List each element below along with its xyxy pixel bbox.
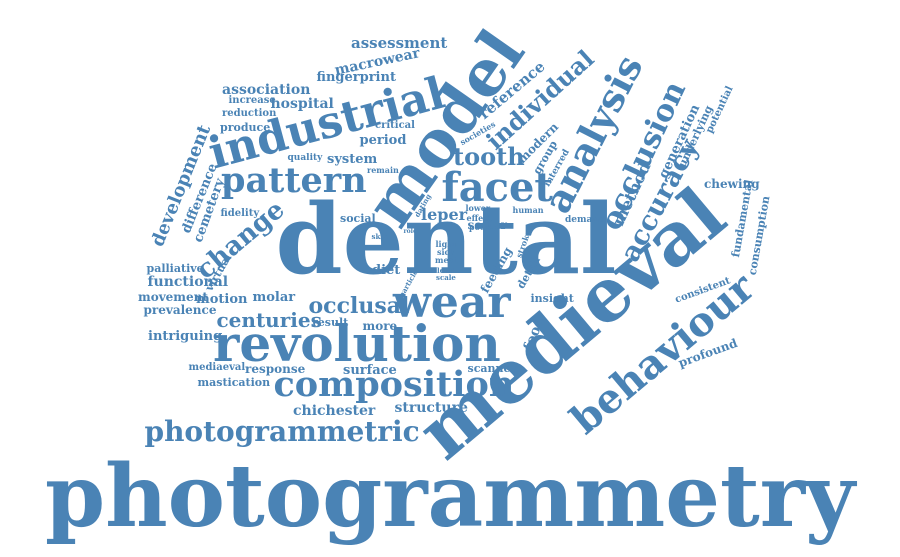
cloud-word-human: human: [512, 205, 544, 215]
cloud-word-light: light: [435, 239, 457, 249]
cloud-word-system: system: [327, 151, 378, 167]
cloud-word-revolution: revolution: [213, 314, 501, 373]
cloud-word-more: more: [362, 319, 398, 333]
cloud-word-movement: movement: [138, 290, 208, 304]
cloud-word-increase: increase: [228, 95, 276, 106]
cloud-word-surface: surface: [343, 362, 397, 378]
cloud-word-prevalence: prevalence: [143, 303, 217, 317]
cloud-word-mastication: mastication: [197, 375, 271, 389]
cloud-word-critical: critical: [375, 120, 415, 131]
cloud-word-motion: motion: [196, 291, 248, 307]
cloud-word-association: association: [222, 82, 311, 98]
cloud-word-fingerprint: fingerprint: [316, 69, 396, 85]
cloud-word-hospital: hospital: [270, 96, 334, 112]
cloud-word-photogrammetry: photogrammetry: [45, 446, 855, 547]
cloud-word-role: role: [403, 228, 417, 235]
cloud-word-scale: scale: [436, 272, 456, 282]
cloud-word-remain: remain: [367, 165, 399, 175]
cloud-word-fidelity: fidelity: [220, 208, 260, 219]
cloud-word-insight: insight: [530, 291, 574, 305]
cloud-word-functional: functional: [147, 274, 229, 290]
cloud-word-meat: meat: [435, 255, 458, 265]
cloud-word-structure: structure: [394, 400, 468, 416]
cloud-word-effect: effect: [466, 213, 492, 223]
cloud-word-dental: dental: [275, 183, 617, 296]
cloud-word-lower: lower: [465, 203, 491, 213]
cloud-word-wear: wear: [393, 277, 511, 328]
cloud-word-centuries: centuries: [216, 308, 322, 332]
cloud-word-softer: softer: [467, 218, 507, 232]
cloud-word-level: level: [437, 265, 456, 275]
cloud-word-tooth: tooth: [453, 142, 525, 171]
cloud-word-skin: skin: [371, 231, 389, 241]
cloud-word-produce: produce: [220, 120, 271, 134]
cloud-word-photogrammetric: photogrammetric: [144, 415, 420, 448]
cloud-word-chewing: chewing: [704, 177, 760, 191]
cloud-word-period: period: [359, 132, 407, 148]
cloud-word-facet: facet: [441, 164, 553, 211]
cloud-word-palliative: palliative: [146, 261, 204, 275]
cloud-word-molar: molar: [252, 289, 296, 305]
cloud-word-composition: composition: [273, 363, 515, 405]
cloud-word-social: social: [340, 211, 376, 225]
cloud-word-demand: demand: [565, 214, 606, 225]
cloud-word-response: response: [245, 362, 306, 376]
cloud-word-reduction: reduction: [222, 108, 277, 119]
cloud-word-result: result: [312, 315, 349, 329]
cloud-word-quality: quality: [287, 152, 323, 163]
cloud-word-leper: leper: [421, 205, 468, 224]
cloud-word-scanner: scanner: [467, 361, 517, 375]
cloud-word-pattern: pattern: [221, 159, 367, 201]
cloud-word-assessment: assessment: [351, 33, 448, 52]
cloud-word-diet: diet: [372, 262, 401, 278]
cloud-word-occlusal: occlusal: [308, 293, 410, 319]
cloud-word-chichester: chichester: [293, 403, 376, 419]
cloud-word-sick: sick: [437, 247, 455, 257]
cloud-word-mediaeval: mediaeval: [188, 362, 246, 373]
cloud-word-intriguing: intriguing: [148, 328, 223, 344]
cloud-word-poor: poor: [469, 222, 490, 232]
